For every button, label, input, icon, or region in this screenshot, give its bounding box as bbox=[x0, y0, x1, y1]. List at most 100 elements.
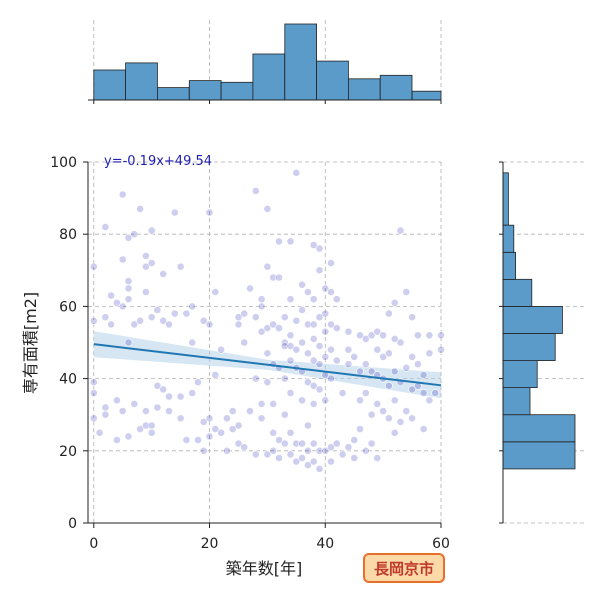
regression-equation: y=-0.19x+49.54 bbox=[104, 154, 212, 169]
scatter-point bbox=[338, 389, 347, 397]
scatter-point bbox=[257, 295, 266, 304]
scatter-point bbox=[222, 414, 231, 423]
y-tick-label-80: 80 bbox=[59, 227, 77, 243]
scatter-point bbox=[425, 349, 434, 358]
scatter-point bbox=[199, 316, 208, 325]
scatter-point bbox=[269, 399, 278, 408]
scatter-point bbox=[437, 331, 445, 340]
scatter-point bbox=[199, 417, 208, 426]
scatter-point bbox=[118, 255, 127, 264]
right-hist-bar bbox=[502, 441, 576, 470]
scatter-point bbox=[298, 454, 306, 462]
scatter-point bbox=[176, 262, 185, 271]
right-hist-bar bbox=[502, 224, 515, 253]
scatter-point bbox=[390, 298, 399, 307]
right-hist-bar bbox=[502, 414, 576, 443]
scatter-point bbox=[217, 345, 225, 354]
right-hist-bar bbox=[502, 333, 556, 362]
scatter-point bbox=[246, 407, 254, 415]
scatter-point bbox=[130, 320, 139, 329]
regression-line bbox=[93, 343, 442, 387]
scatter-point bbox=[321, 309, 330, 318]
scatter-point bbox=[379, 352, 387, 361]
scatter-point bbox=[269, 428, 278, 437]
scatter-point bbox=[373, 345, 382, 354]
scatter-point bbox=[402, 288, 411, 296]
scatter-point bbox=[251, 186, 260, 195]
regression-line-group bbox=[93, 343, 442, 387]
scatter-point bbox=[419, 425, 428, 433]
scatter-point bbox=[136, 316, 144, 325]
scatter-point bbox=[176, 392, 185, 401]
scatter-point bbox=[303, 378, 312, 387]
scatter-point bbox=[361, 389, 370, 397]
scatter-point bbox=[332, 356, 341, 365]
scatter-point bbox=[425, 396, 434, 405]
scatter-point bbox=[228, 425, 237, 433]
x-tick-label-60: 60 bbox=[432, 536, 450, 552]
scatter-point bbox=[350, 454, 359, 462]
scatter-point bbox=[373, 327, 382, 336]
city-badge-box bbox=[363, 553, 445, 583]
scatter-point bbox=[165, 407, 173, 415]
scatter-point bbox=[361, 360, 370, 369]
scatter-point bbox=[356, 396, 364, 405]
scatter-point bbox=[228, 407, 237, 415]
right-marginal-histogram bbox=[499, 161, 585, 524]
right-hist-bar bbox=[502, 305, 563, 334]
scatter-point bbox=[379, 407, 387, 415]
scatter-point bbox=[257, 327, 266, 336]
scatter-point bbox=[356, 367, 364, 376]
scatter-point bbox=[153, 306, 162, 314]
scatter-point bbox=[147, 421, 156, 430]
scatter-point bbox=[361, 446, 370, 455]
scatter-point bbox=[141, 407, 150, 415]
scatter-point bbox=[321, 352, 330, 361]
scatter-point bbox=[419, 371, 428, 379]
scatter-point bbox=[390, 428, 399, 437]
scatter-point bbox=[315, 446, 324, 455]
scatter-point bbox=[384, 309, 393, 318]
scatter-point bbox=[275, 273, 283, 282]
scatter-point bbox=[286, 295, 295, 304]
top-hist-bar bbox=[284, 23, 317, 101]
scatter-point bbox=[263, 262, 272, 271]
scatter-point bbox=[234, 439, 243, 448]
scatter-point bbox=[309, 356, 318, 365]
scatter-point bbox=[269, 446, 278, 455]
scatter-point bbox=[367, 410, 376, 419]
scatter-point bbox=[367, 367, 376, 376]
scatter-point bbox=[321, 396, 330, 405]
scatter-point bbox=[165, 320, 173, 329]
scatter-point bbox=[263, 450, 272, 459]
top-hist-bar bbox=[93, 69, 127, 101]
scatter-point bbox=[159, 269, 168, 278]
scatter-point bbox=[257, 302, 266, 311]
top-hist-bar bbox=[125, 62, 158, 101]
scatter-point bbox=[344, 345, 353, 354]
scatter-point bbox=[431, 389, 440, 397]
scatter-point bbox=[350, 352, 359, 361]
scatter-point bbox=[280, 410, 289, 419]
scatter-point bbox=[390, 396, 399, 405]
scatter-point bbox=[309, 334, 318, 343]
scatter-point bbox=[396, 226, 405, 235]
scatter-point bbox=[124, 432, 133, 441]
scatter-point bbox=[286, 331, 295, 340]
scatter-point bbox=[153, 403, 162, 412]
scatter-point bbox=[327, 457, 335, 466]
scatter-point bbox=[309, 457, 318, 466]
scatter-point bbox=[246, 284, 254, 293]
scatter-point bbox=[315, 313, 324, 322]
scatter-point bbox=[408, 385, 416, 394]
scatter-point bbox=[292, 168, 301, 177]
right-hist-bar bbox=[502, 251, 517, 280]
scatter-point bbox=[107, 291, 115, 300]
scatter-point bbox=[321, 284, 330, 293]
scatter-point bbox=[141, 288, 150, 296]
scatter-point bbox=[251, 313, 260, 322]
scatter-point bbox=[408, 313, 416, 322]
x-tick-label-0: 0 bbox=[89, 536, 98, 552]
scatter-point bbox=[194, 436, 202, 444]
scatter-point bbox=[280, 439, 289, 448]
